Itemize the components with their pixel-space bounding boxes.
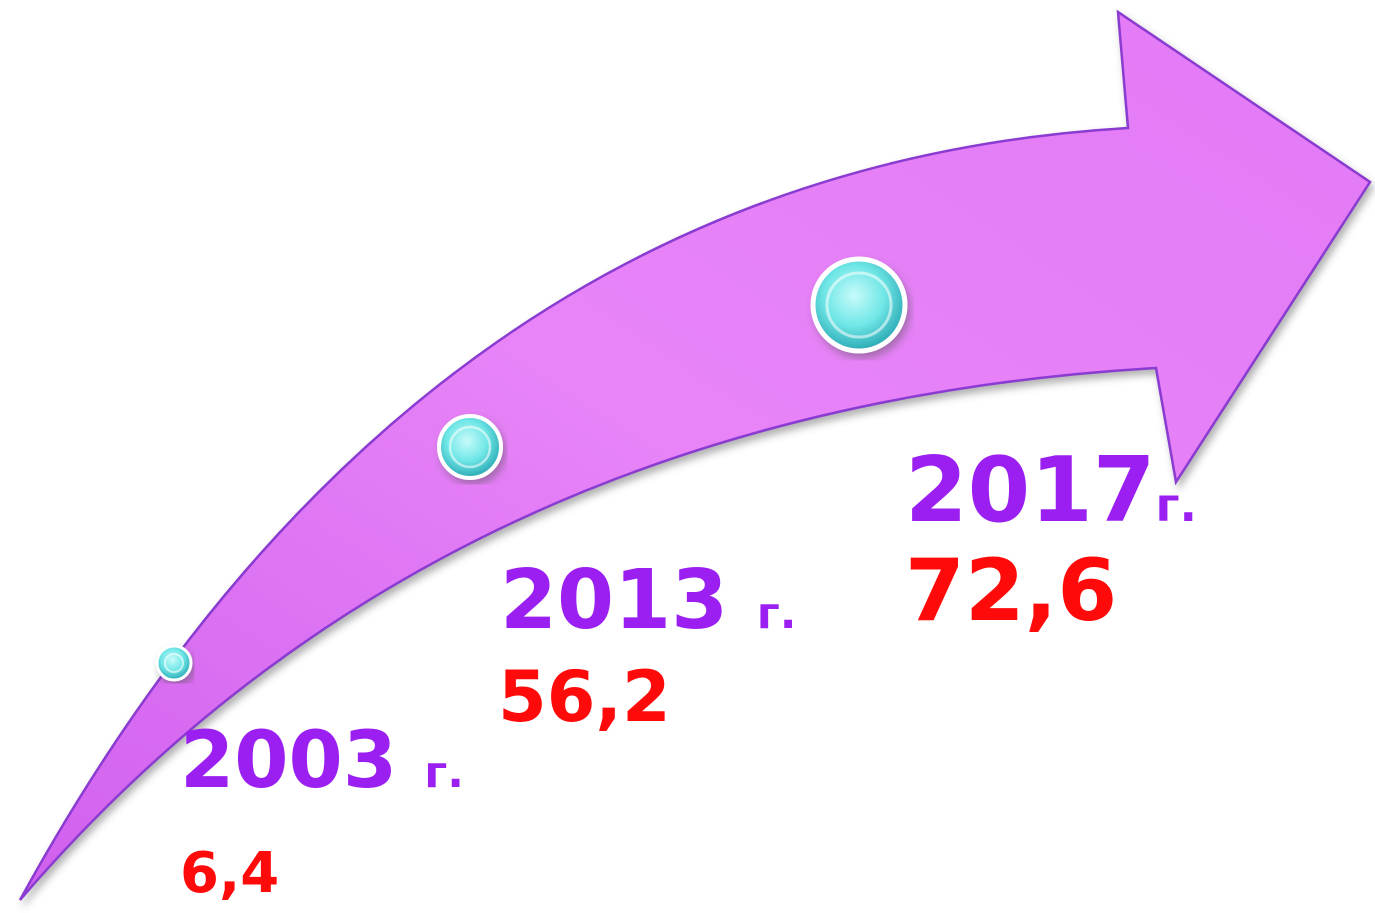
growth-arrow [18,9,1372,901]
value-2003: 6,4 [180,841,280,906]
marker-2003 [155,644,193,682]
value-2013: 56,2 [498,656,671,738]
year-unit-2017: г. [1155,478,1198,532]
year-unit-2013: г. [756,588,797,639]
year-label-2017: 2017г. [905,446,1197,536]
marker-2013 [437,414,503,480]
marker-2017 [810,256,908,354]
year-2013: 2013 [500,553,729,648]
year-label-2003: 2003 г. [180,722,464,800]
year-unit-2003: г. [424,747,464,798]
year-label-2013: 2013 г. [500,560,797,642]
year-2003: 2003 [180,716,398,806]
value-2017: 72,6 [905,541,1118,641]
year-2017: 2017 [905,438,1156,543]
